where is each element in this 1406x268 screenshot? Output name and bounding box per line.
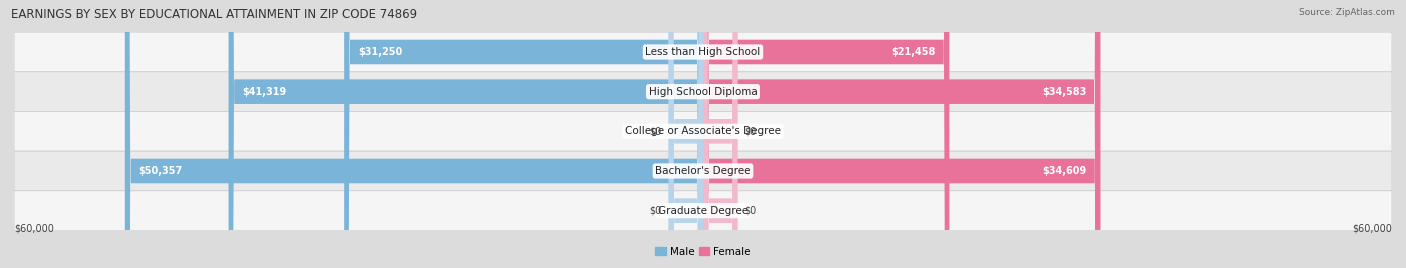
FancyBboxPatch shape xyxy=(125,0,703,268)
FancyBboxPatch shape xyxy=(703,0,1099,268)
FancyBboxPatch shape xyxy=(703,0,1101,268)
Text: $0: $0 xyxy=(650,126,662,136)
FancyBboxPatch shape xyxy=(344,0,703,268)
Legend: Male, Female: Male, Female xyxy=(651,243,755,261)
FancyBboxPatch shape xyxy=(669,0,703,268)
Text: $34,609: $34,609 xyxy=(1042,166,1087,176)
Text: $34,583: $34,583 xyxy=(1042,87,1087,97)
Text: $60,000: $60,000 xyxy=(14,224,53,234)
FancyBboxPatch shape xyxy=(703,0,949,268)
FancyBboxPatch shape xyxy=(229,0,703,268)
FancyBboxPatch shape xyxy=(14,111,1392,151)
Text: Less than High School: Less than High School xyxy=(645,47,761,57)
Text: Bachelor's Degree: Bachelor's Degree xyxy=(655,166,751,176)
Text: $41,319: $41,319 xyxy=(242,87,287,97)
Text: $60,000: $60,000 xyxy=(1353,224,1392,234)
Text: $0: $0 xyxy=(650,206,662,216)
FancyBboxPatch shape xyxy=(14,32,1392,72)
Text: High School Diploma: High School Diploma xyxy=(648,87,758,97)
FancyBboxPatch shape xyxy=(14,151,1392,191)
FancyBboxPatch shape xyxy=(669,0,703,268)
FancyBboxPatch shape xyxy=(703,0,738,268)
Text: $21,458: $21,458 xyxy=(891,47,935,57)
Text: $0: $0 xyxy=(744,206,756,216)
Text: $50,357: $50,357 xyxy=(139,166,183,176)
FancyBboxPatch shape xyxy=(14,72,1392,111)
Text: College or Associate's Degree: College or Associate's Degree xyxy=(626,126,780,136)
Text: $31,250: $31,250 xyxy=(359,47,402,57)
Text: $0: $0 xyxy=(744,126,756,136)
FancyBboxPatch shape xyxy=(703,0,738,268)
FancyBboxPatch shape xyxy=(14,191,1392,230)
Text: Graduate Degree: Graduate Degree xyxy=(658,206,748,216)
Text: EARNINGS BY SEX BY EDUCATIONAL ATTAINMENT IN ZIP CODE 74869: EARNINGS BY SEX BY EDUCATIONAL ATTAINMEN… xyxy=(11,8,418,21)
Text: Source: ZipAtlas.com: Source: ZipAtlas.com xyxy=(1299,8,1395,17)
